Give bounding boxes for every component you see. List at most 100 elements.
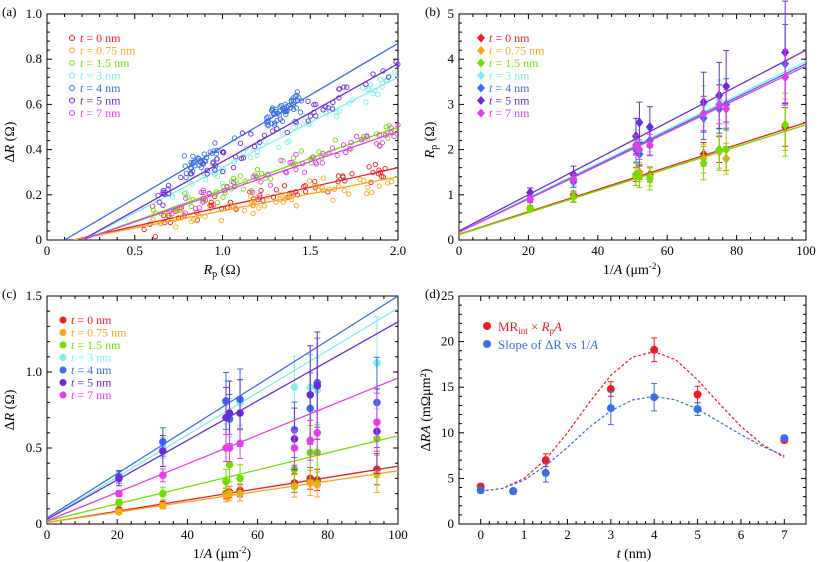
- panel-a-point: [326, 150, 332, 156]
- panel-c-point: [236, 474, 244, 483]
- panel-b-legend-5: t = 5 nm: [489, 94, 530, 108]
- panel-a-point: [358, 137, 364, 143]
- panel-a-point: [265, 118, 271, 124]
- panel-a-point: [364, 190, 370, 197]
- panel-a-point: [377, 143, 383, 149]
- panel-a-point: [283, 169, 289, 175]
- panel-b-legend-1: t = 0.75 nm: [489, 44, 545, 58]
- panel-a-point: [319, 160, 325, 166]
- panel-c-xlabel: 1/A (μm-2): [193, 545, 252, 562]
- panel-a-point: [258, 187, 264, 194]
- panel-a-point: [363, 81, 369, 87]
- panel-c-point: [373, 418, 381, 426]
- panel-a-point: [187, 171, 194, 177]
- panel-a-point: [190, 153, 196, 159]
- panel-c-point: [313, 480, 322, 489]
- panel-c-fit-line-2: [47, 435, 398, 522]
- panel-a-point: [305, 98, 311, 105]
- panel-a-point: [279, 118, 286, 124]
- panel-a-point: [305, 121, 312, 128]
- panel-a-legend-2: t = 1.5 nm: [80, 56, 130, 70]
- panel-a-point: [357, 176, 363, 183]
- panel-a-point: [237, 173, 243, 179]
- panel-b-point: [781, 119, 790, 130]
- panel-b-point: [722, 81, 731, 92]
- panel-a-legend-3: t = 3 nm: [80, 69, 121, 83]
- panel-a-point: [344, 84, 350, 90]
- panel-a-point: [269, 128, 276, 134]
- panel-a-point: [183, 195, 189, 201]
- panel-b-point: [569, 192, 578, 203]
- panel-d-ytick-label: 20: [441, 334, 454, 349]
- panel-c-ylabel: ΔR (Ω): [3, 389, 18, 430]
- panel-d-xtick-label: 5: [694, 527, 701, 542]
- panel-b-point: [526, 194, 535, 205]
- panel-a-point: [281, 105, 288, 112]
- panel-a-point: [173, 224, 179, 230]
- panel-c-point: [236, 439, 244, 448]
- panel-d-point: [693, 390, 702, 399]
- panel-a-point: [293, 203, 300, 209]
- panel-c-legend-marker-4: [59, 366, 67, 374]
- panel-a-point: [188, 165, 194, 172]
- panel-a-point: [385, 74, 392, 80]
- panel-b-legend-marker-0: [477, 33, 485, 43]
- panel-a-point: [284, 139, 290, 145]
- panel-a-point: [219, 149, 226, 155]
- panel-a-xtick-label: 0.5: [127, 243, 143, 258]
- panel-a-point: [323, 110, 330, 116]
- panel-b-xlabel: 1/A (μm-2): [603, 261, 662, 278]
- panel-a-point: [250, 202, 256, 209]
- panel-d-frame: [458, 295, 807, 525]
- panel-a-point: [211, 202, 217, 208]
- panel-a-point: [258, 179, 264, 185]
- panel-d-point: [509, 487, 518, 496]
- panel-a-point: [386, 73, 393, 80]
- panel-a-point: [216, 165, 222, 171]
- panel-a-point: [283, 111, 289, 117]
- panel-c-point: [290, 444, 299, 452]
- panel-a-point: [265, 171, 271, 177]
- panel-c-point: [306, 436, 315, 445]
- panel-a-point: [183, 213, 189, 219]
- panel-b-point: [526, 203, 535, 214]
- panel-a-legend-marker-3: [69, 72, 75, 79]
- panel-a-point: [212, 162, 219, 168]
- panel-a-point: [280, 158, 286, 164]
- panel-c-point: [159, 501, 167, 510]
- panel-a-point: [320, 175, 326, 181]
- panel-b-point: [715, 99, 724, 110]
- panel-a-point: [250, 174, 256, 180]
- panel-a-point: [364, 133, 370, 139]
- panel-a-point: [379, 174, 385, 180]
- panel-b-frame: [458, 13, 807, 241]
- panel-b-legend-2: t = 1.5 nm: [489, 56, 539, 70]
- panel-a-point: [320, 187, 326, 193]
- panel-a-point: [320, 107, 326, 113]
- panel-b-point: [526, 187, 535, 198]
- panel-a-point: [278, 157, 284, 164]
- panel-d-point: [606, 404, 615, 413]
- panel-a-point: [349, 171, 355, 177]
- panel-a-point: [375, 92, 381, 98]
- panel-a-ytick-label: 0.6: [26, 96, 43, 111]
- panel-c-legend-marker-6: [59, 391, 67, 399]
- panel-b-point: [645, 140, 654, 151]
- panel-a-point: [232, 154, 239, 160]
- panel-c-legend-6: t = 7 nm: [71, 388, 112, 402]
- panel-a-fit-line-4: [64, 42, 398, 240]
- panel-a-point: [320, 150, 326, 157]
- panel-a-point: [340, 173, 346, 179]
- panel-c-point: [313, 429, 322, 437]
- panel-c-ytick-label: 1.5: [26, 288, 42, 303]
- panel-a-point: [289, 159, 295, 166]
- panel-c: 0 20 40 60 80 100 0 0.5 1.0 1.5 t = 0 nmt = 0.75 n…: [26, 288, 408, 542]
- panel-a-point: [214, 147, 220, 154]
- panel-b-fit-line-2: [459, 124, 806, 236]
- panel-a-point: [391, 70, 398, 76]
- panel-a-point: [364, 184, 371, 191]
- panel-a-point: [188, 203, 195, 210]
- panel-c-frame: [46, 295, 399, 525]
- panel-a-point: [254, 194, 261, 200]
